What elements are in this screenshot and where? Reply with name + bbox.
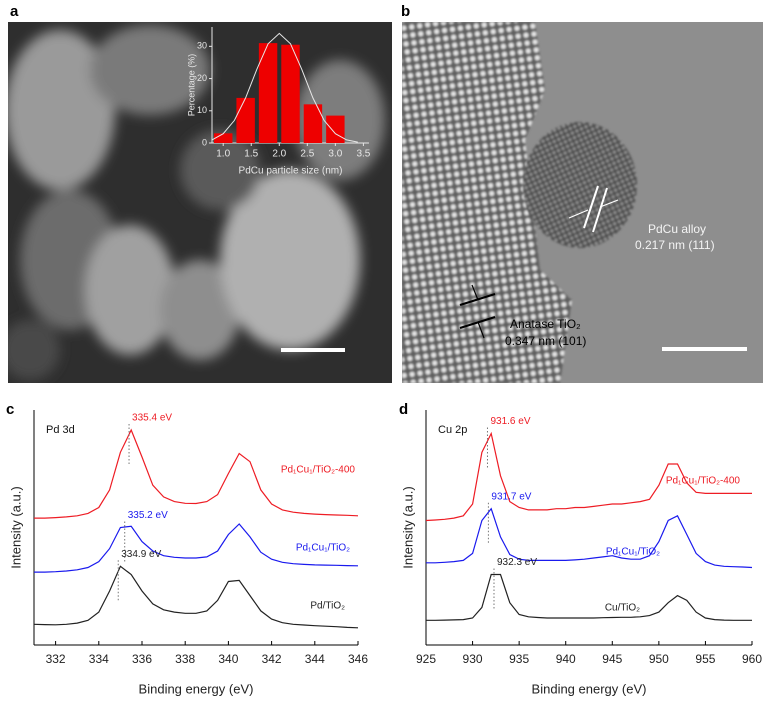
y-tick-label: 30 (197, 41, 207, 51)
y-tick-label: 10 (197, 105, 207, 115)
bar (258, 43, 278, 143)
x-tick-label: 1.5 (244, 149, 258, 160)
peak-label: 931.6 eV (490, 416, 530, 427)
chart-title: Pd 3d (46, 424, 75, 436)
spectrum-line (426, 507, 753, 569)
spectrum-line (33, 565, 359, 629)
y-axis-label: Percentage (%) (186, 54, 196, 117)
y-axis-label: Intensity (a.u.) (8, 486, 23, 568)
x-axis-label: PdCu particle size (nm) (239, 166, 343, 177)
fit-curve (211, 32, 358, 143)
bar (214, 133, 233, 143)
spectrum-line (34, 523, 359, 573)
micrograph-a (8, 22, 392, 383)
peak-label: 334.9 eV (121, 549, 161, 560)
series-label: Pd₁Cu₁/TiO₂ (606, 547, 660, 558)
peak-label: 335.4 eV (132, 413, 172, 424)
x-tick-label: 950 (649, 652, 669, 666)
x-axis-label: Binding energy (eV) (139, 681, 254, 696)
bar (326, 115, 345, 143)
panel-label: a (10, 3, 19, 20)
x-tick-label: 2.0 (272, 149, 286, 160)
y-axis-label: Intensity (a.u.) (400, 486, 415, 568)
peak-label: 335.2 eV (128, 510, 168, 521)
series-label: Pd/TiO₂ (310, 601, 345, 612)
x-tick-label: 960 (742, 652, 762, 666)
x-tick-label: 935 (509, 652, 529, 666)
annotation: 0.347 nm (101) (505, 334, 586, 348)
peak-label: 931.7 eV (491, 491, 531, 502)
x-tick-label: 955 (695, 652, 715, 666)
panel-label: c (6, 401, 14, 418)
y-tick-label: 0 (202, 137, 207, 147)
x-tick-label: 1.0 (216, 149, 230, 160)
x-tick-label: 332 (46, 652, 66, 666)
annotation: 0.217 nm (111) (635, 238, 715, 252)
x-tick-label: 3.0 (328, 149, 342, 160)
x-axis-label: Binding energy (eV) (532, 681, 647, 696)
x-tick-label: 930 (463, 652, 483, 666)
panel-label: d (399, 401, 408, 418)
annotation: Anatase TiO₂ (510, 317, 581, 331)
x-tick-label: 346 (348, 652, 368, 666)
series-label: Cu/TiO₂ (605, 603, 640, 614)
series-label: Pd₁Cu₁/TiO₂-400 (281, 465, 356, 476)
x-tick-label: 334 (89, 652, 109, 666)
x-tick-label: 340 (218, 652, 238, 666)
spectrum-line (425, 431, 752, 522)
x-tick-label: 925 (416, 652, 436, 666)
x-tick-label: 336 (132, 652, 152, 666)
x-tick-label: 344 (305, 652, 325, 666)
panel-label: b (401, 3, 410, 20)
x-tick-label: 2.5 (300, 149, 314, 160)
peak-label: 932.3 eV (497, 557, 537, 568)
x-tick-label: 338 (175, 652, 195, 666)
y-tick-label: 20 (197, 73, 207, 83)
x-tick-label: 3.5 (356, 149, 370, 160)
x-tick-label: 945 (602, 652, 622, 666)
chart-title: Cu 2p (438, 424, 467, 436)
series-label: Pd₁Cu₁/TiO₂-400 (666, 476, 741, 487)
spectrum-line (426, 573, 752, 621)
x-tick-label: 940 (556, 652, 576, 666)
bar (236, 97, 255, 143)
spectrum-line (34, 428, 359, 519)
annotation: PdCu alloy (648, 222, 706, 236)
series-label: Pd₁Cu₁/TiO₂ (296, 543, 350, 554)
bar (303, 104, 323, 143)
micrograph-b: PdCu alloy 0.217 nm (111) Anatase TiO₂ 0… (402, 22, 763, 383)
bar (281, 44, 300, 143)
x-tick-label: 342 (262, 652, 282, 666)
